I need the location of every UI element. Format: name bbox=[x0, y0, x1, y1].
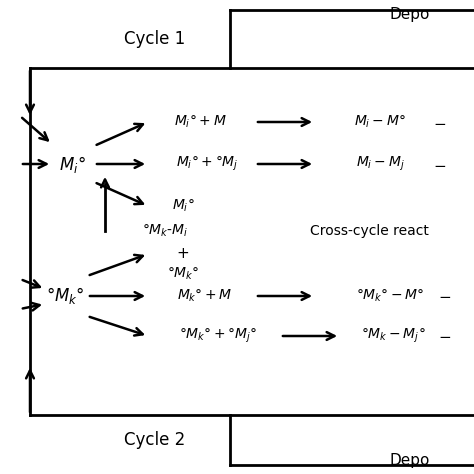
Text: Cycle 2: Cycle 2 bbox=[124, 431, 186, 449]
Text: Cross-cycle react: Cross-cycle react bbox=[310, 224, 429, 238]
Text: $-$: $-$ bbox=[433, 156, 447, 172]
Text: $M_i°$: $M_i°$ bbox=[172, 198, 194, 214]
Text: $M_k° + M$: $M_k° + M$ bbox=[177, 288, 233, 304]
Text: $°M_k°$: $°M_k°$ bbox=[167, 266, 199, 282]
Text: $+$: $+$ bbox=[176, 246, 190, 262]
Text: $°M_k - M_j°$: $°M_k - M_j°$ bbox=[361, 327, 425, 345]
Text: $-$: $-$ bbox=[438, 328, 452, 344]
Text: $°M_k°$: $°M_k°$ bbox=[46, 285, 84, 307]
Text: $M_i°$: $M_i°$ bbox=[59, 154, 85, 174]
Text: $°M_k° + °M_j°$: $°M_k° + °M_j°$ bbox=[179, 327, 257, 345]
Text: $-$: $-$ bbox=[433, 115, 447, 129]
Text: Cycle 1: Cycle 1 bbox=[124, 30, 186, 48]
Text: $-$: $-$ bbox=[438, 289, 452, 303]
Text: $M_i° + M$: $M_i° + M$ bbox=[173, 114, 226, 130]
Text: $M_i - M_j$: $M_i - M_j$ bbox=[356, 155, 404, 173]
Text: $°M_k\text{-}M_i$: $°M_k\text{-}M_i$ bbox=[142, 223, 188, 239]
Text: $M_i - M°$: $M_i - M°$ bbox=[354, 114, 406, 130]
Text: Depo: Depo bbox=[390, 453, 430, 467]
Text: $°M_k° - M°$: $°M_k° - M°$ bbox=[356, 288, 424, 304]
Text: Depo: Depo bbox=[390, 7, 430, 21]
Text: $M_i° + °M_j$: $M_i° + °M_j$ bbox=[176, 155, 238, 173]
